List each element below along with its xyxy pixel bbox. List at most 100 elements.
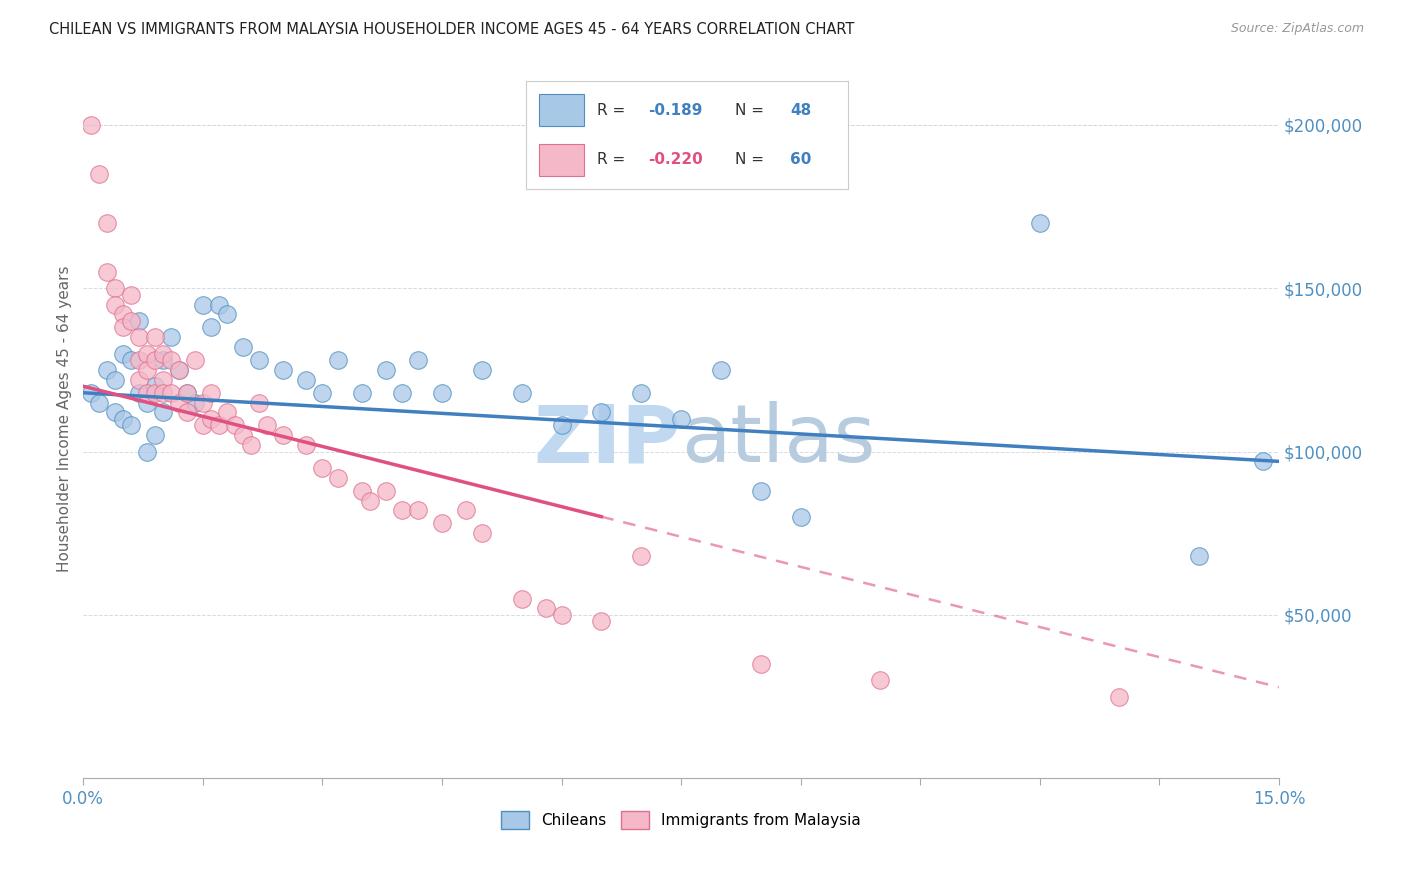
Y-axis label: Householder Income Ages 45 - 64 years: Householder Income Ages 45 - 64 years [58,266,72,572]
Point [328,471,350,485]
Point [128,373,150,387]
Point [143,428,166,442]
Point [1188,549,1211,563]
Point [239,438,262,452]
Text: Source: ZipAtlas.com: Source: ZipAtlas.com [1230,22,1364,36]
Point [869,673,891,688]
Point [167,363,190,377]
Point [534,601,557,615]
Point [591,405,613,419]
Point [191,395,214,409]
Point [184,395,207,409]
Point [104,297,127,311]
Point [311,461,333,475]
Point [471,526,494,541]
Point [247,395,270,409]
Point [112,307,135,321]
Point [143,385,166,400]
Point [176,385,198,400]
Point [1108,690,1130,704]
Point [328,353,350,368]
Point [80,385,103,400]
Point [406,353,429,368]
Point [406,503,429,517]
Point [232,428,254,442]
Point [136,346,159,360]
Point [1251,454,1274,468]
Point [96,363,118,377]
Point [120,287,142,301]
Point [256,418,278,433]
Point [208,418,231,433]
Point [295,373,318,387]
Point [391,503,413,517]
Point [112,412,135,426]
Point [120,418,142,433]
Point [167,395,190,409]
Point [550,607,572,622]
Point [128,385,150,400]
Point [510,591,533,606]
Point [430,516,453,531]
Point [184,353,207,368]
Point [152,405,174,419]
Point [152,346,174,360]
Point [176,385,198,400]
Point [215,307,238,321]
Point [104,405,127,419]
Point [136,385,159,400]
Point [112,320,135,334]
Point [630,549,652,563]
Text: atlas: atlas [681,401,876,480]
Point [176,405,198,419]
Point [311,385,333,400]
Point [591,615,613,629]
Point [789,509,811,524]
Point [200,320,222,334]
Text: ZIP: ZIP [534,401,681,480]
Point [391,385,413,400]
Point [224,418,246,433]
Point [104,373,127,387]
Point [200,385,222,400]
Point [550,418,572,433]
Point [80,118,103,132]
Legend: Chileans, Immigrants from Malaysia: Chileans, Immigrants from Malaysia [495,805,868,835]
Point [160,330,183,344]
Point [375,363,398,377]
Text: CHILEAN VS IMMIGRANTS FROM MALAYSIA HOUSEHOLDER INCOME AGES 45 - 64 YEARS CORREL: CHILEAN VS IMMIGRANTS FROM MALAYSIA HOUS… [49,22,855,37]
Point [271,428,294,442]
Point [136,363,159,377]
Point [120,314,142,328]
Point [136,395,159,409]
Point [749,483,772,498]
Point [128,330,150,344]
Point [160,385,183,400]
Point [143,379,166,393]
Point [143,330,166,344]
Point [352,385,374,400]
Point [295,438,318,452]
Point [152,385,174,400]
Point [710,363,733,377]
Point [200,412,222,426]
Point [104,281,127,295]
Point [1029,216,1052,230]
Point [510,385,533,400]
Point [375,483,398,498]
Point [89,395,111,409]
Point [96,265,118,279]
Point [669,412,692,426]
Point [232,340,254,354]
Point [430,385,453,400]
Point [454,503,477,517]
Point [191,418,214,433]
Point [191,297,214,311]
Point [128,314,150,328]
Point [89,167,111,181]
Point [112,346,135,360]
Point [120,353,142,368]
Point [247,353,270,368]
Point [152,373,174,387]
Point [215,405,238,419]
